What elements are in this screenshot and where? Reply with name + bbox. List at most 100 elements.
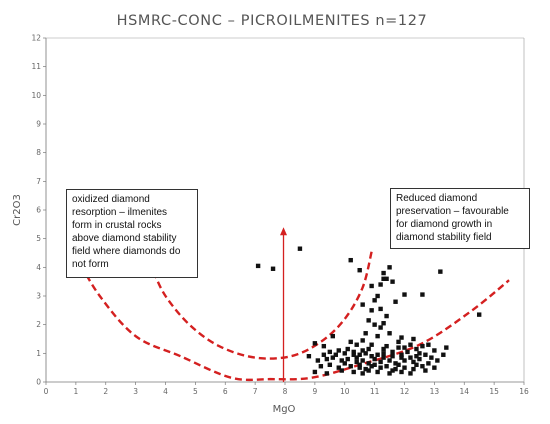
data-point <box>390 368 395 373</box>
oxidized-zone-note: oxidized diamond resorption – ilmenites … <box>66 189 198 278</box>
data-point <box>393 361 398 366</box>
data-point <box>423 368 428 373</box>
x-ticks: 0 1 2 3 4 5 6 7 8 9 10 11 12 13 14 15 16 <box>44 382 529 396</box>
y-tick-label: 10 <box>31 91 41 100</box>
data-point <box>363 351 368 356</box>
data-point <box>381 276 386 281</box>
data-point <box>354 342 359 347</box>
data-point <box>396 362 401 367</box>
data-point <box>399 352 404 357</box>
data-point <box>348 257 353 263</box>
data-point <box>399 355 404 360</box>
note-line: resorption – ilmenites <box>72 207 168 218</box>
data-point <box>312 341 318 346</box>
data-point <box>339 358 344 363</box>
data-point <box>366 368 371 373</box>
data-point <box>420 292 425 297</box>
note-line: field where diamonds do <box>72 246 181 257</box>
data-point <box>357 352 362 357</box>
note-line: not form <box>72 259 109 270</box>
data-point <box>399 335 404 340</box>
data-point <box>345 356 350 362</box>
data-point <box>432 348 437 353</box>
data-point <box>360 371 365 376</box>
data-point <box>387 331 392 336</box>
data-point <box>438 269 443 274</box>
y-tick-label: 4 <box>36 263 41 272</box>
mgo-arrow <box>280 227 288 382</box>
data-point <box>369 308 374 313</box>
data-point <box>360 358 365 363</box>
data-point <box>417 351 422 356</box>
data-point <box>351 349 356 355</box>
data-point <box>411 359 416 365</box>
x-tick-label: 9 <box>312 387 317 396</box>
chart-title: HSMRC-CONC – PICROILMENITES n=127 <box>117 13 428 29</box>
data-point <box>327 362 333 367</box>
data-point <box>408 342 413 347</box>
data-point <box>297 246 303 251</box>
x-tick-label: 0 <box>44 387 49 396</box>
data-point <box>405 349 410 355</box>
data-point <box>399 369 404 375</box>
data-point <box>363 331 368 336</box>
data-point <box>378 306 383 312</box>
data-point <box>351 352 356 357</box>
x-tick-label: 10 <box>340 387 350 396</box>
y-tick-label: 6 <box>36 206 41 215</box>
data-point <box>384 364 389 369</box>
data-point <box>327 349 333 355</box>
x-tick-label: 5 <box>193 387 198 396</box>
x-tick-label: 4 <box>163 387 168 396</box>
data-point <box>336 348 341 353</box>
data-point <box>357 365 362 370</box>
data-point <box>378 359 383 365</box>
boundary-curve <box>74 255 510 382</box>
note-line: above diamond stability <box>72 233 177 244</box>
data-point <box>408 371 413 376</box>
data-point <box>333 352 338 357</box>
data-point <box>342 361 347 366</box>
data-point <box>393 299 398 304</box>
note-line: diamond stability field <box>396 232 492 243</box>
data-point <box>336 365 341 370</box>
y-tick-label: 11 <box>31 62 41 71</box>
data-point <box>381 346 386 352</box>
data-point <box>270 266 276 271</box>
boundary-curves <box>74 251 510 382</box>
data-point <box>402 292 407 297</box>
data-point <box>354 355 359 360</box>
data-point <box>426 361 431 366</box>
data-point <box>315 358 321 363</box>
y-tick-label: 5 <box>36 234 41 243</box>
y-tick-label: 12 <box>31 34 41 43</box>
data-point <box>375 352 380 357</box>
data-point <box>429 355 434 360</box>
data-point <box>321 352 327 357</box>
data-point <box>330 355 335 360</box>
data-point <box>369 354 374 359</box>
data-point <box>357 268 362 273</box>
data-point <box>420 343 425 349</box>
data-point <box>366 318 371 323</box>
data-point <box>444 345 449 350</box>
y-tick-label: 2 <box>36 320 41 329</box>
data-point <box>375 333 380 339</box>
data-point <box>339 368 344 373</box>
y-tick-label: 1 <box>36 349 41 358</box>
note-line: preservation – favourable <box>396 206 509 217</box>
y-axis-label: Cr2O3 <box>12 194 23 226</box>
data-point <box>372 356 377 362</box>
data-point <box>369 283 374 289</box>
data-point <box>306 354 312 359</box>
x-tick-label: 8 <box>283 387 288 396</box>
data-point <box>378 325 383 330</box>
note-line: form in crustal rocks <box>72 220 162 231</box>
data-point <box>375 369 380 375</box>
data-point <box>375 293 380 299</box>
data-point <box>348 364 353 369</box>
data-point <box>411 336 416 342</box>
data-point <box>369 342 374 347</box>
data-point <box>321 343 327 349</box>
